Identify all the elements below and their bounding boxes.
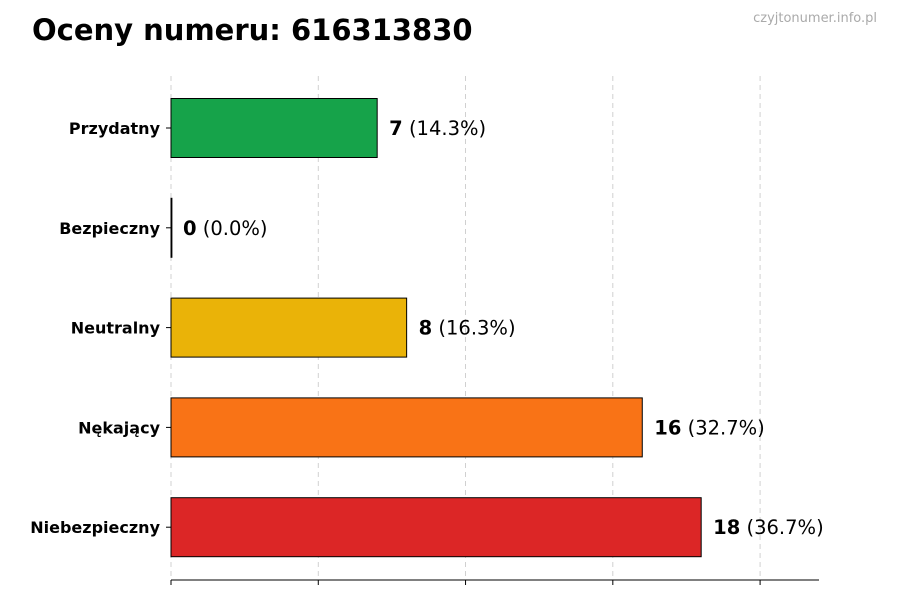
value-label: 0 (0.0%) xyxy=(183,217,268,240)
bar-3 xyxy=(170,297,408,358)
value-count: 8 xyxy=(419,317,433,340)
category-label: Neutralny xyxy=(71,319,161,338)
category-label: Niebezpieczny xyxy=(30,518,160,537)
category-label: Bezpieczny xyxy=(59,219,160,238)
category-label: Nękający xyxy=(78,418,160,437)
bar-5 xyxy=(170,497,702,558)
chart-axes xyxy=(166,127,819,585)
bar-1 xyxy=(170,98,378,158)
chart-title: Oceny numeru: 616313830 xyxy=(32,13,473,47)
value-count: 7 xyxy=(389,117,403,140)
value-label: 16 (32.7%) xyxy=(654,416,765,439)
value-percent: (14.3%) xyxy=(403,117,486,140)
value-percent: (16.3%) xyxy=(432,317,515,340)
value-labels: Przydatny 7 (14.3%) Bezpieczny 0 (0.0%) Neut… xyxy=(30,117,823,539)
value-label: 8 (16.3%) xyxy=(419,317,516,340)
value-percent: (36.7%) xyxy=(740,516,823,539)
value-percent: (32.7%) xyxy=(681,416,764,439)
watermark-text: czyjtonumer.info.pl xyxy=(753,11,877,26)
value-label: 18 (36.7%) xyxy=(713,516,824,539)
category-label: Przydatny xyxy=(69,119,161,138)
value-label: 7 (14.3%) xyxy=(389,117,486,140)
value-count: 18 xyxy=(713,516,740,539)
value-percent: (0.0%) xyxy=(197,217,268,240)
bar-4 xyxy=(170,397,643,458)
bar-2 xyxy=(170,197,173,258)
value-count: 16 xyxy=(654,416,681,439)
value-count: 0 xyxy=(183,217,197,240)
